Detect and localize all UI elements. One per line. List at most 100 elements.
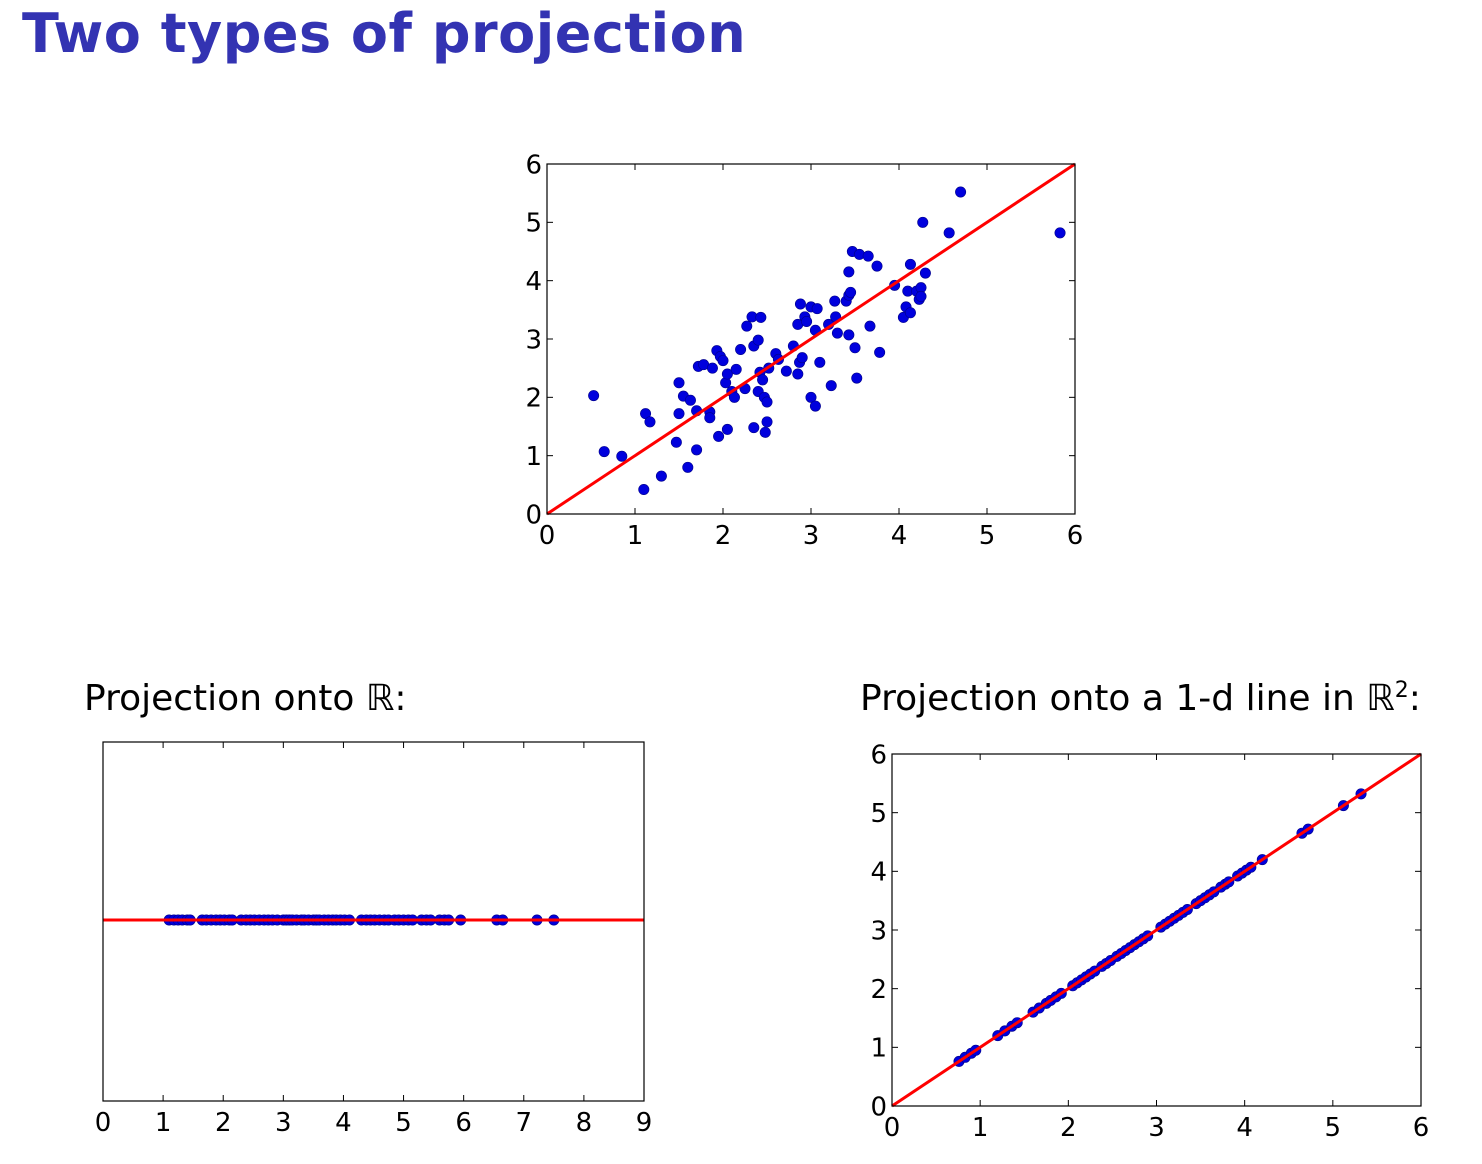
top-y-tick-label: 3 [525, 325, 542, 355]
data-point [915, 290, 927, 302]
left-x-tick-label: 1 [155, 1108, 172, 1138]
data-point [748, 422, 760, 434]
top-x-tick-label: 5 [979, 521, 996, 551]
left-x-tick-label: 8 [576, 1108, 593, 1138]
data-point [616, 450, 628, 462]
right-y-tick-label: 2 [870, 975, 887, 1005]
left-x-tick-label: 3 [275, 1108, 292, 1138]
right-y-tick-label: 5 [870, 799, 887, 829]
data-point [862, 250, 874, 262]
data-point [673, 408, 685, 420]
data-point [757, 374, 769, 386]
data-point [684, 394, 696, 406]
data-point [1054, 227, 1066, 239]
data-point [874, 346, 886, 358]
data-point [919, 267, 931, 279]
data-point [755, 311, 767, 323]
caption-left-text: Projection onto ℝ: [84, 678, 407, 719]
left-x-tick-label: 9 [636, 1108, 653, 1138]
data-point [588, 390, 600, 402]
data-point [814, 356, 826, 368]
data-point [638, 483, 650, 495]
data-point [673, 377, 685, 389]
right-x-tick-label: 5 [1325, 1113, 1342, 1143]
caption-right-suffix: : [1408, 678, 1421, 719]
top-y-tick-label: 5 [525, 209, 542, 239]
top-y-tick-label: 0 [525, 500, 542, 530]
data-point [794, 298, 806, 310]
top-x-tick-label: 0 [539, 521, 556, 551]
data-point [598, 446, 610, 458]
caption-projection-onto-r: Projection onto ℝ: [84, 678, 407, 719]
data-point [809, 400, 821, 412]
right-x-tick-label: 0 [884, 1113, 901, 1143]
data-point [682, 461, 694, 473]
top-y-tick-label: 6 [525, 150, 542, 180]
right-x-tick-label: 4 [1236, 1113, 1253, 1143]
left-x-tick-label: 6 [455, 1108, 472, 1138]
left-plot-frame [102, 741, 645, 1102]
data-point [851, 372, 863, 384]
top-y-tick-label: 4 [525, 267, 542, 297]
right-x-tick-label: 3 [1148, 1113, 1165, 1143]
data-point [825, 380, 837, 392]
data-point [706, 362, 718, 374]
regression-line [546, 162, 1076, 516]
data-point [801, 315, 813, 327]
data-point [713, 430, 725, 442]
top-x-tick-label: 3 [803, 521, 820, 551]
right-x-tick-label: 2 [1060, 1113, 1077, 1143]
data-point [917, 216, 929, 228]
data-point [864, 320, 876, 332]
data-point [811, 303, 823, 315]
data-point [845, 286, 857, 298]
data-point [871, 260, 883, 272]
projection-line [891, 752, 1422, 1108]
data-point [904, 258, 916, 270]
caption-right-superscript: 2 [1394, 678, 1409, 703]
data-point [721, 368, 733, 380]
data-point [752, 334, 764, 346]
right-x-tick-label: 1 [972, 1113, 989, 1143]
data-point [904, 307, 916, 319]
data-point [691, 444, 703, 456]
data-point [843, 329, 855, 341]
top-y-tick-label: 1 [525, 442, 542, 472]
data-point [829, 295, 841, 307]
top-y-tick-label: 2 [525, 384, 542, 414]
data-point [796, 352, 808, 364]
right-y-tick-label: 1 [870, 1034, 887, 1064]
left-x-tick-label: 4 [335, 1108, 352, 1138]
data-point [728, 391, 740, 403]
data-point [831, 327, 843, 339]
data-point [741, 320, 753, 332]
top-x-tick-label: 1 [627, 521, 644, 551]
data-point [780, 365, 792, 377]
data-point [792, 368, 804, 380]
data-point [721, 423, 733, 435]
caption-right-text: Projection onto a 1-d line in ℝ [860, 678, 1395, 719]
right-y-tick-label: 4 [870, 858, 887, 888]
data-point [849, 342, 861, 354]
right-y-tick-label: 6 [870, 740, 887, 770]
data-point [704, 412, 716, 424]
data-point [670, 436, 682, 448]
left-x-tick-label: 0 [95, 1108, 112, 1138]
top-x-tick-label: 6 [1067, 521, 1084, 551]
data-point [943, 227, 955, 239]
data-point [761, 416, 773, 428]
caption-projection-onto-line: Projection onto a 1-d line in ℝ2: [860, 678, 1421, 719]
top-x-tick-label: 4 [891, 521, 908, 551]
data-point [761, 396, 773, 408]
data-point [655, 470, 667, 482]
right-x-tick-label: 6 [1413, 1113, 1430, 1143]
data-point [730, 363, 742, 375]
right-y-tick-label: 0 [870, 1092, 887, 1122]
data-point [644, 416, 656, 428]
data-point [735, 343, 747, 355]
data-point [843, 266, 855, 278]
left-x-tick-label: 2 [215, 1108, 232, 1138]
top-x-tick-label: 2 [715, 521, 732, 551]
right-y-tick-label: 3 [870, 916, 887, 946]
